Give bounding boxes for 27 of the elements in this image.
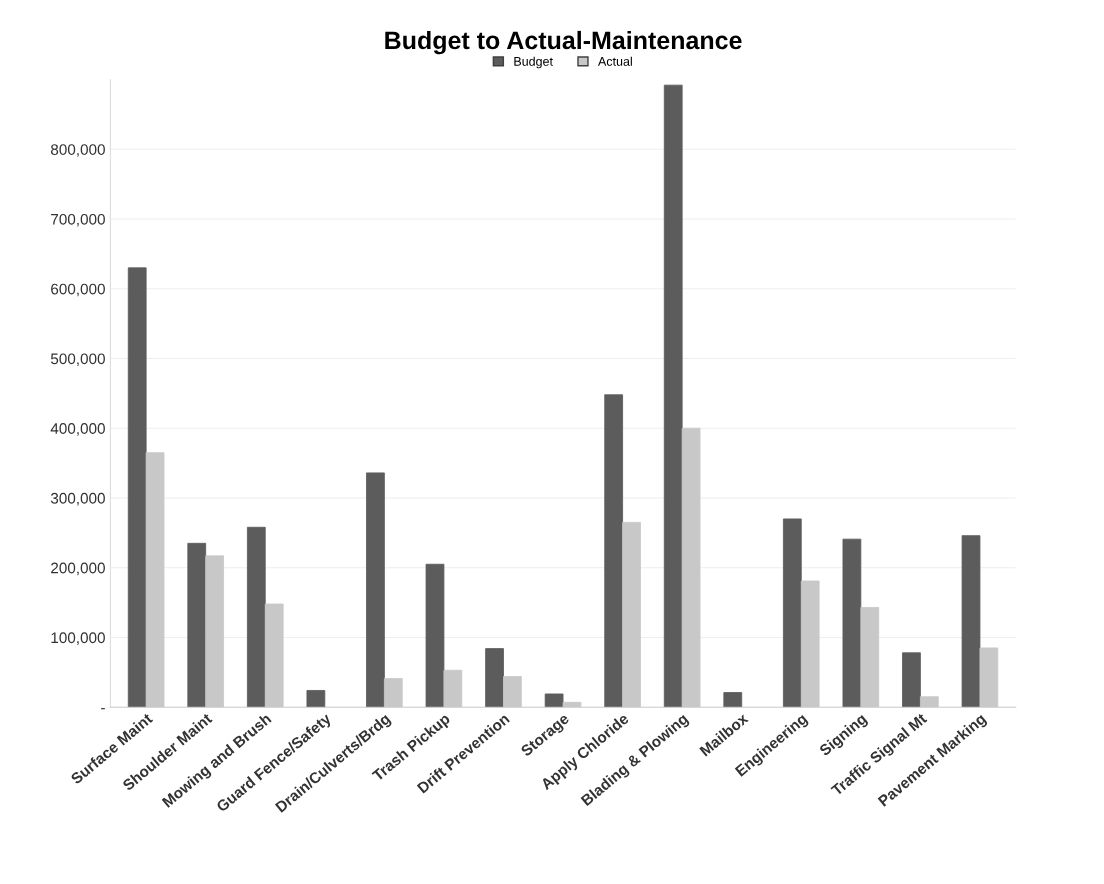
y-tick-label: 800,000	[50, 144, 105, 157]
bar	[366, 472, 385, 708]
y-tick-label: 400,000	[50, 423, 105, 436]
y-tick-label: 300,000	[50, 492, 105, 506]
bar	[723, 692, 743, 708]
y-tick-label: 700,000	[51, 213, 105, 227]
bar	[306, 690, 326, 708]
y-tick-label: -	[101, 708, 105, 710]
bar	[246, 526, 266, 708]
bar	[485, 648, 504, 708]
bar	[544, 693, 564, 708]
y-tick-label: 600,000	[51, 283, 105, 297]
bar	[902, 652, 921, 708]
y-tick-label: 100,000	[51, 632, 105, 645]
bar	[663, 84, 683, 708]
y-tick-label: 200,000	[51, 562, 105, 576]
legend-label: Actual	[598, 56, 632, 66]
chart-title: Budget to Actual-Maintenance	[385, 30, 742, 55]
bar	[842, 538, 862, 708]
bar	[961, 535, 981, 708]
y-tick-label: 500,000	[50, 353, 105, 366]
bar	[187, 542, 207, 708]
legend-label: Budget	[514, 56, 553, 69]
bar	[425, 563, 445, 708]
bar	[604, 394, 624, 708]
bar	[127, 267, 147, 708]
bar	[782, 518, 802, 708]
